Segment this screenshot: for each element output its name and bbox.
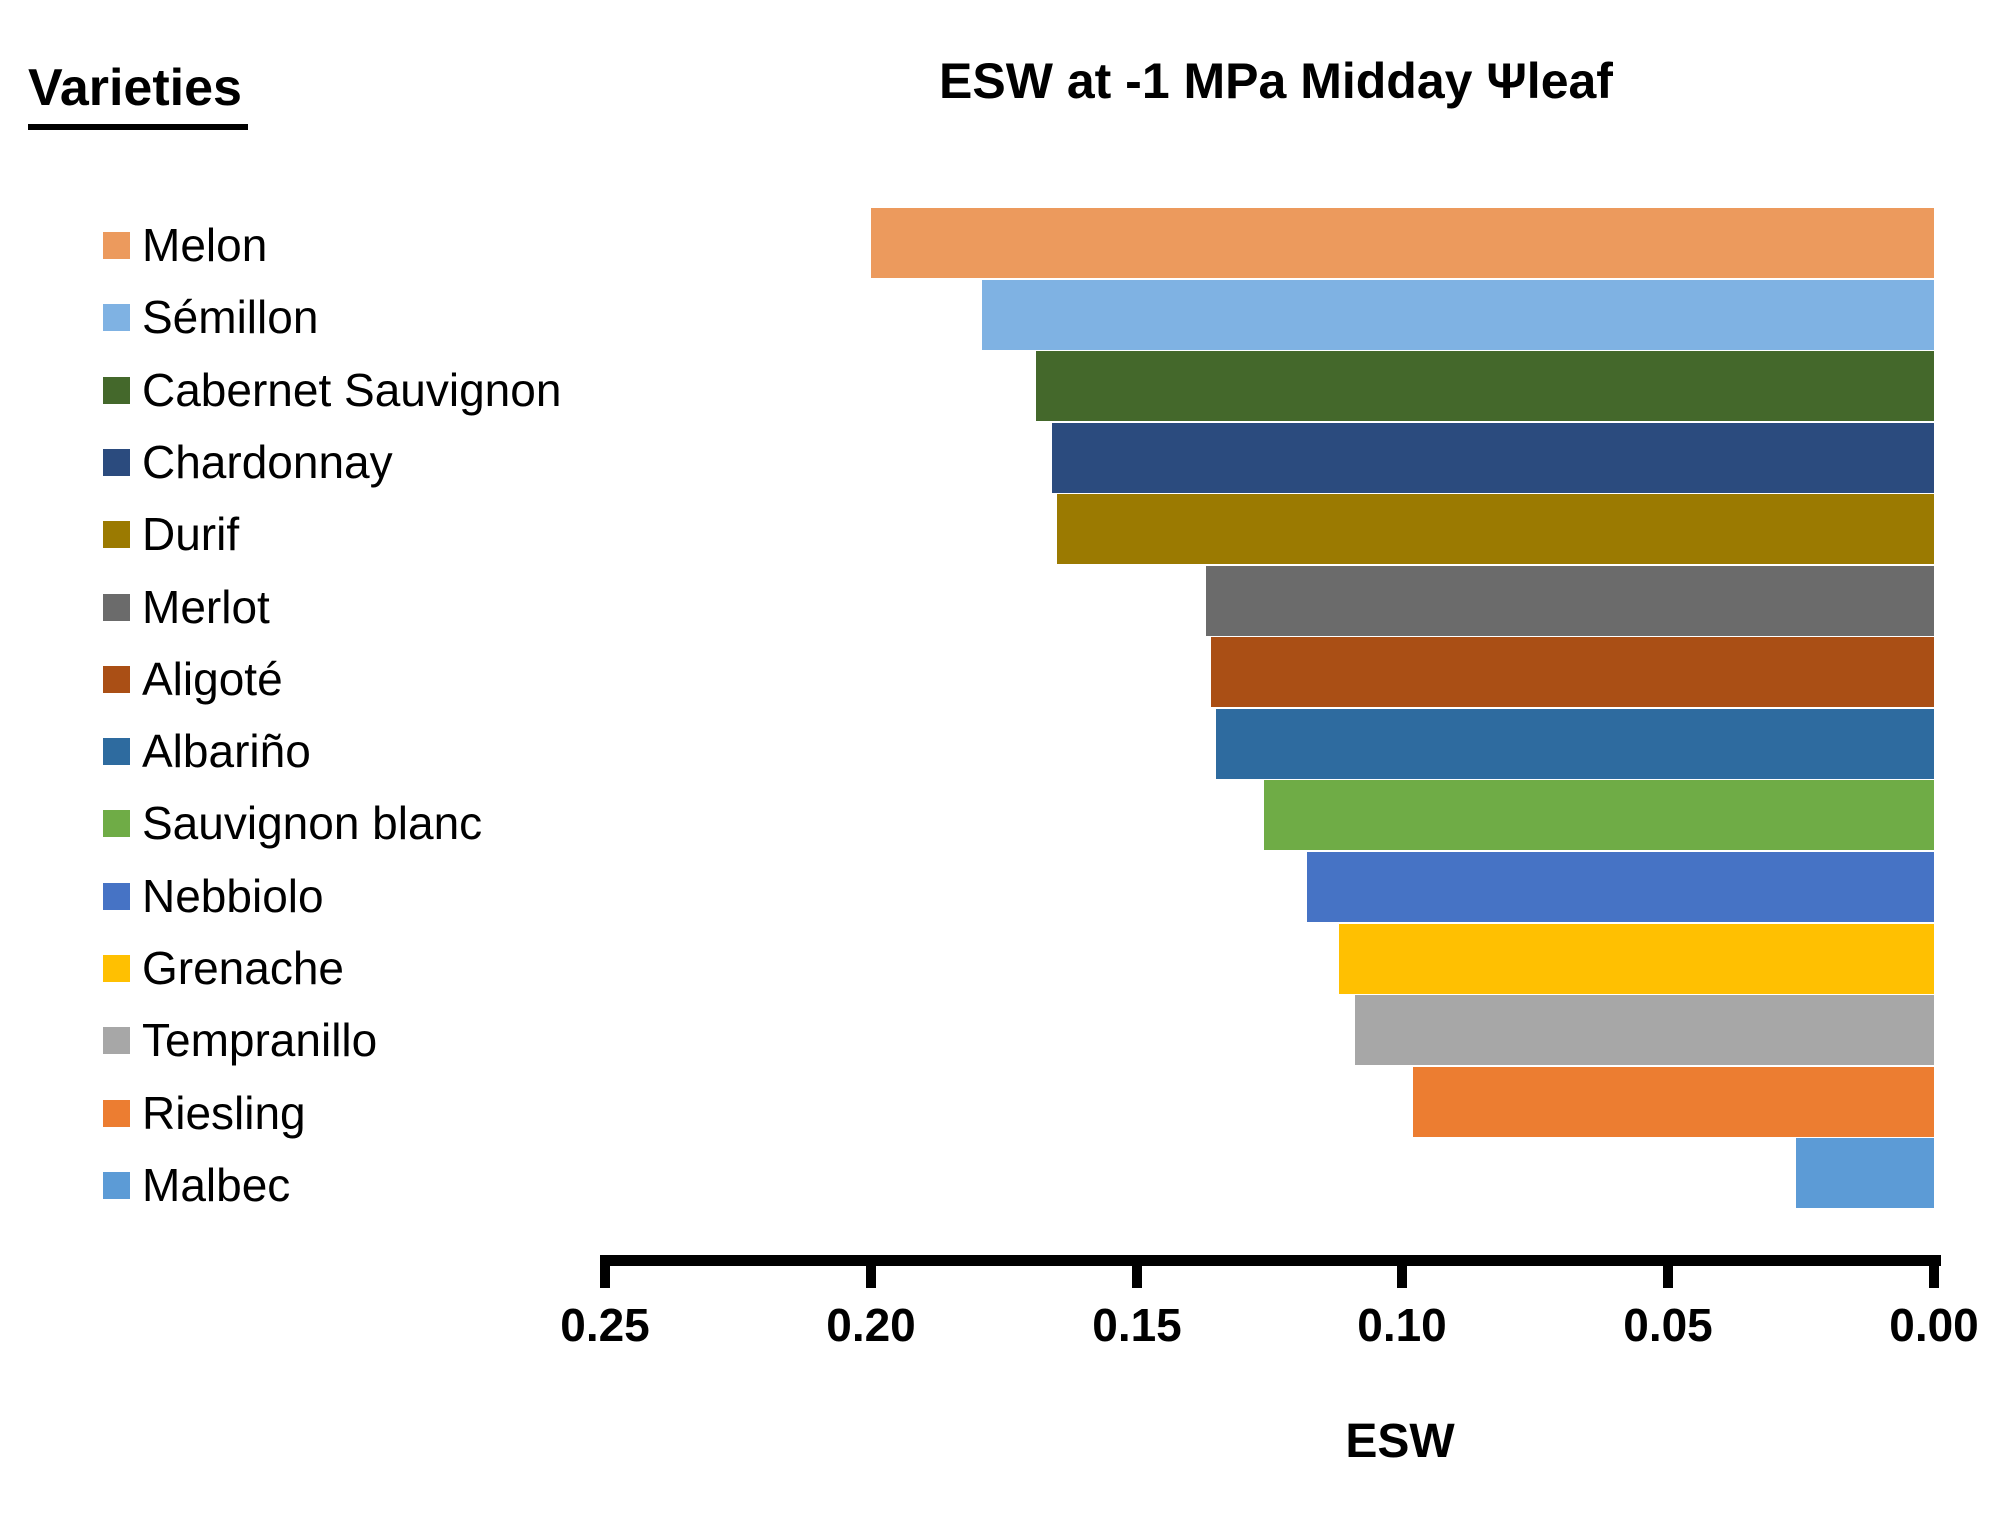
legend-swatch-malbec [103, 1171, 130, 1199]
bar-durif [1056, 494, 1934, 564]
x-axis-tick-0.25 [600, 1255, 610, 1288]
legend-label: Chardonnay [142, 436, 393, 488]
legend-item-chardonnay: Chardonnay [103, 432, 393, 492]
x-axis-label: ESW [1345, 1415, 1455, 1468]
legend-item-tempranillo: Tempranillo [103, 1010, 377, 1070]
legend-item-semillon: Sémillon [103, 287, 318, 347]
bar-semillon [982, 280, 1934, 350]
legend-item-nebbiolo: Nebbiolo [103, 866, 324, 926]
legend-swatch-semillon [103, 303, 130, 331]
bar-albarino [1216, 709, 1934, 779]
bar-nebbiolo [1306, 852, 1934, 922]
legend-label: Nebbiolo [142, 870, 324, 922]
x-axis-tick-0.10 [1397, 1255, 1407, 1288]
legend-swatch-aligote [103, 665, 130, 693]
legend-item-melon: Melon [103, 215, 267, 275]
legend-swatch-grenache [103, 954, 130, 982]
chart-title: ESW at -1 MPa Midday Ψleaf [939, 53, 1613, 109]
legend-label: Melon [142, 219, 268, 271]
legend-label: Tempranillo [142, 1014, 378, 1066]
legend-item-merlot: Merlot [103, 577, 270, 637]
x-axis-tick-label-0.20: 0.20 [826, 1299, 916, 1351]
legend-title: Varieties [28, 58, 248, 130]
x-axis-tick-label-0.00: 0.00 [1889, 1299, 1979, 1351]
legend-item-aligote: Aligoté [103, 649, 283, 709]
legend-item-grenache: Grenache [103, 938, 344, 998]
legend-swatch-albarino [103, 737, 130, 765]
legend-swatch-chardonnay [103, 448, 130, 476]
legend-swatch-sauvignon-blanc [103, 809, 130, 837]
x-axis-line [600, 1255, 1941, 1266]
legend-label: Sauvignon blanc [142, 797, 483, 849]
bar-riesling [1413, 1067, 1934, 1137]
x-axis-tick-label-0.10: 0.10 [1357, 1299, 1447, 1351]
legend-label: Riesling [142, 1087, 306, 1139]
bar-merlot [1205, 566, 1934, 636]
legend-label: Merlot [142, 581, 270, 633]
x-axis-tick-label-0.15: 0.15 [1092, 1299, 1182, 1351]
x-axis-tick-label-0.25: 0.25 [560, 1299, 650, 1351]
bar-chardonnay [1051, 423, 1934, 493]
bar-aligote [1211, 637, 1934, 707]
legend-label: Cabernet Sauvignon [142, 364, 562, 416]
legend-swatch-merlot [103, 593, 130, 621]
x-axis-tick-0.00 [1929, 1255, 1939, 1288]
legend-label: Durif [142, 508, 240, 560]
bar-tempranillo [1354, 995, 1934, 1065]
legend-item-durif: Durif [103, 504, 239, 564]
x-axis-tick-0.15 [1132, 1255, 1142, 1288]
legend-swatch-cabernet-sauvignon [103, 376, 130, 404]
legend-item-malbec: Malbec [103, 1155, 290, 1215]
legend-label: Grenache [142, 942, 345, 994]
legend-label: Malbec [142, 1159, 291, 1211]
bar-malbec [1795, 1138, 1934, 1208]
x-axis-tick-label-0.05: 0.05 [1623, 1299, 1713, 1351]
legend-item-cabernet-sauvignon: Cabernet Sauvignon [103, 360, 561, 420]
legend-label: Sémillon [142, 291, 319, 343]
bar-grenache [1338, 924, 1934, 994]
legend-swatch-melon [103, 231, 130, 259]
legend-label: Aligoté [142, 653, 283, 705]
x-axis-tick-0.20 [866, 1255, 876, 1288]
legend-swatch-tempranillo [103, 1026, 130, 1054]
legend-item-riesling: Riesling [103, 1083, 306, 1143]
bar-melon [870, 208, 1934, 278]
legend-swatch-riesling [103, 1099, 130, 1127]
legend-swatch-durif [103, 520, 130, 548]
bar-sauvignon-blanc [1264, 780, 1934, 850]
legend-swatch-nebbiolo [103, 882, 130, 910]
legend-item-albarino: Albariño [103, 721, 311, 781]
x-axis-tick-0.05 [1663, 1255, 1673, 1288]
legend-label: Albariño [142, 725, 311, 777]
legend-item-sauvignon-blanc: Sauvignon blanc [103, 793, 482, 853]
bar-cabernet-sauvignon [1035, 351, 1934, 421]
